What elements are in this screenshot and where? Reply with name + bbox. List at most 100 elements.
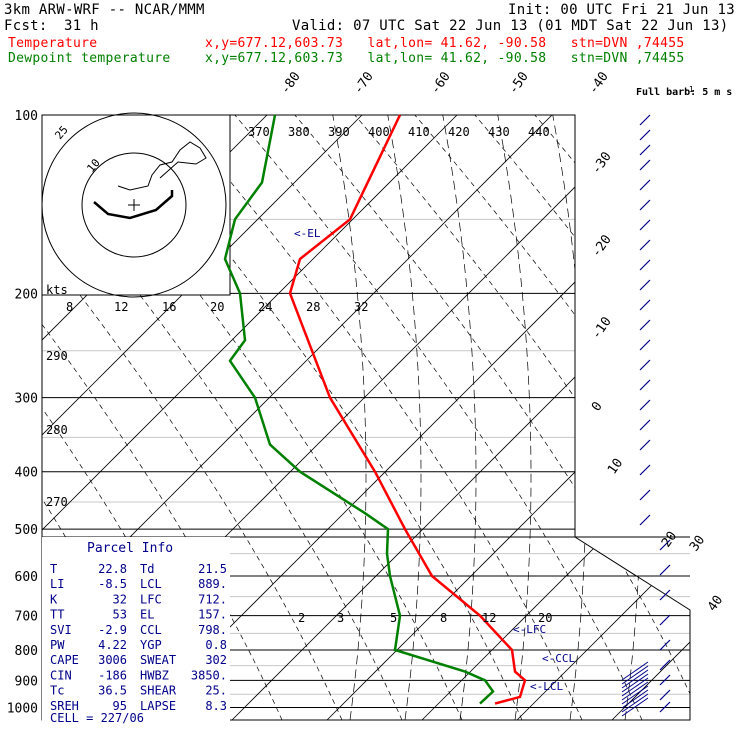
pressure-tick-label: 900: [15, 674, 38, 689]
wind-barb-lower: [621, 677, 649, 697]
speed-scale-label: 32: [354, 300, 368, 314]
parcel-label: SHEAR: [140, 684, 177, 698]
speed-scale-label: 12: [114, 300, 128, 314]
pressure-tick-label: 300: [15, 392, 38, 407]
wind-barb: [639, 219, 651, 231]
dry-adiabat: [281, 115, 690, 720]
wind-barb-lower: [621, 697, 649, 717]
init-time: Init: 00 UTC Fri 21 Jun 13: [508, 2, 735, 18]
wind-barb: [659, 589, 671, 601]
wind-barb: [659, 674, 671, 686]
sounding-traces: [223, 114, 527, 705]
parcel-label: PW: [50, 638, 65, 652]
parcel-label: CIN: [50, 668, 72, 682]
wind-barb-lower: [621, 661, 649, 681]
parcel-info-panel: Parcel Info T 22.8 Td 21.5 LI -8.5 LCL 889. K 32 L…: [42, 537, 230, 727]
parcel-label: CAPE: [50, 653, 79, 667]
wind-barb: [639, 379, 651, 391]
wind-barb: [639, 319, 651, 331]
dewpoint-legend: Dewpoint temperature: [8, 51, 171, 66]
level-marker: <-CCL: [542, 652, 575, 665]
moist-adiabat: [494, 115, 532, 720]
dry-adiabat: [521, 115, 690, 720]
wind-barb: [639, 144, 651, 156]
wind-barb: [659, 659, 671, 671]
dewpoint-location: x,y=677.12,603.73 lat,lon= 41.62, -90.58…: [205, 51, 685, 66]
isotherm-line: [231, 115, 690, 720]
wind-barb: [639, 299, 651, 311]
speed-scale-label: 8: [66, 300, 73, 314]
mixing-ratio-label: 2: [298, 611, 305, 625]
parcel-label: LCL: [140, 577, 162, 591]
wind-barb: [639, 114, 651, 126]
isotherm-line: [421, 115, 690, 720]
hodograph-trace-lower: [93, 190, 174, 220]
wind-barb: [639, 339, 651, 351]
isotherm-label: 10: [605, 456, 626, 477]
dry-adiabat: [42, 115, 223, 720]
isotherm-label: 30: [687, 533, 708, 554]
dry-adiabat: [161, 115, 583, 720]
theta-label: 410: [408, 125, 430, 139]
parcel-value: 3006: [98, 653, 127, 667]
hodograph-ring-outer: [41, 112, 227, 298]
theta-label-lower: 270: [46, 495, 68, 509]
parcel-label: K: [50, 592, 58, 606]
pressure-tick-label: 400: [15, 466, 38, 481]
parcel-label: LAPSE: [140, 699, 176, 713]
parcel-value: 0.8: [205, 638, 227, 652]
wind-barb: [639, 399, 651, 411]
parcel-info-title: Parcel Info: [87, 541, 173, 556]
parcel-label: CCL: [140, 623, 162, 637]
pressure-tick-label: 100: [15, 109, 38, 124]
theta-label: 380: [288, 125, 310, 139]
forecast-label: Fcst:: [4, 18, 48, 34]
wind-barbs: [621, 114, 671, 717]
speed-scale-label: 16: [162, 300, 176, 314]
moist-adiabat: [439, 115, 477, 720]
isotherm-line: [707, 100, 740, 720]
isotherm-label: -40: [586, 69, 612, 97]
pressure-tick-label: 700: [15, 610, 38, 625]
dry-adiabat: [42, 115, 283, 720]
wind-barb-lower: [621, 681, 649, 701]
isotherm-line: [42, 115, 378, 720]
wind-barb: [639, 439, 651, 451]
speed-scale-label: 20: [210, 300, 224, 314]
theta-label-lower: 290: [46, 349, 68, 363]
wind-barb: [659, 701, 671, 713]
parcel-value: 25.: [205, 684, 227, 698]
background-grid: [41, 100, 740, 721]
isotherm-label: 20: [659, 529, 680, 550]
parcel-cell: CELL = 227/06: [50, 711, 144, 725]
parcel-label: SWEAT: [140, 653, 176, 667]
wind-barb: [639, 489, 651, 501]
mixing-ratio-label: 3: [337, 611, 344, 625]
wind-barb: [639, 514, 651, 526]
wind-barb: [639, 464, 651, 476]
isotherm-line: [611, 115, 690, 720]
moist-adiabat: [549, 115, 587, 720]
moist-adiabat: [384, 115, 422, 720]
parcel-value: -8.5: [98, 577, 127, 591]
parcel-label: Td: [140, 562, 154, 576]
barb-legend: Full barb: 5 m s: [636, 87, 732, 98]
theta-label: 390: [328, 125, 350, 139]
isotherm-line: [42, 115, 473, 720]
wind-barb: [639, 199, 651, 211]
forecast-hour: 31 h: [64, 18, 99, 34]
isotherm-label: -30: [589, 149, 615, 177]
level-marker: <-LCL: [530, 680, 563, 693]
parcel-label: LFC: [140, 592, 162, 606]
pressure-tick-label: 600: [15, 570, 38, 585]
dry-adiabat: [221, 115, 643, 720]
wind-barb-lower: [621, 693, 649, 713]
parcel-value: 21.5: [198, 562, 227, 576]
theta-label: 430: [488, 125, 510, 139]
valid-time: Valid: 07 UTC Sat 22 Jun 13 (01 MDT Sat …: [292, 18, 729, 34]
moist-adiabat: [604, 115, 642, 720]
wind-barb: [659, 689, 671, 701]
wind-barb-lower: [621, 689, 649, 709]
isotherm-label: 40: [705, 593, 726, 614]
